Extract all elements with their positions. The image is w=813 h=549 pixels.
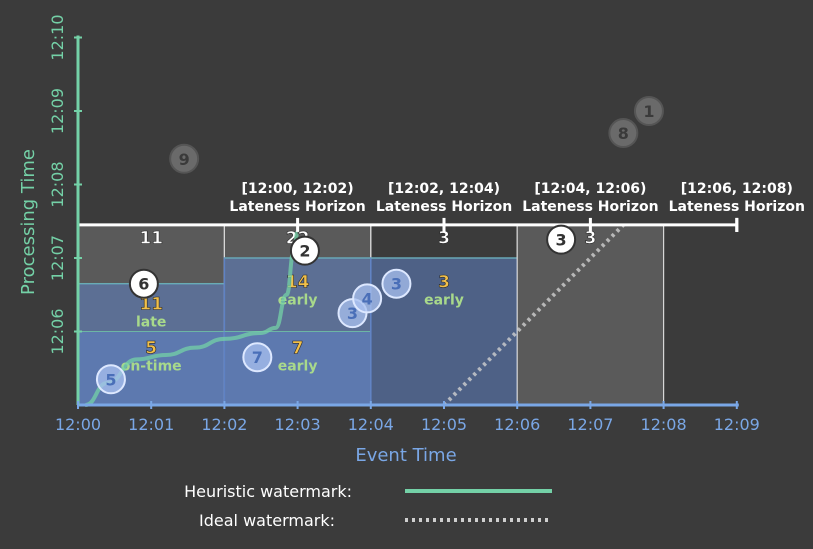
x-tick-label: 12:03	[275, 415, 321, 434]
data-point: 2	[289, 235, 320, 266]
data-point-value: 1	[643, 102, 654, 121]
data-point: 3	[546, 224, 577, 255]
pane-tag: on-time	[121, 359, 182, 375]
pane-value: 3	[438, 228, 450, 248]
pane-value: 11	[139, 228, 163, 248]
pane-value: 3	[584, 228, 596, 248]
lateness-horizon-label: Lateness Horizon	[376, 199, 512, 215]
lateness-horizon-label: Lateness Horizon	[229, 199, 365, 215]
data-point-circle	[128, 268, 159, 299]
legend-ideal-label: Ideal watermark:	[199, 511, 335, 530]
x-tick-label: 12:02	[201, 415, 247, 434]
y-tick-label: 12:07	[48, 235, 67, 281]
data-point-value: 6	[138, 275, 149, 294]
ideal-watermark-line	[442, 223, 625, 407]
x-tick-label: 12:07	[567, 415, 613, 434]
x-axis-title: Event Time	[355, 445, 456, 466]
pane-tag: late	[136, 314, 166, 330]
data-point: 7	[242, 342, 273, 373]
y-axis-title: Processing Time	[18, 149, 39, 295]
data-point: 5	[95, 364, 126, 395]
window-pane-3	[516, 224, 665, 406]
data-point-value: 3	[391, 275, 402, 294]
window-range-label: [12:04, 12:06)	[534, 181, 646, 197]
data-point-circle	[289, 235, 320, 266]
data-point: 3	[381, 268, 412, 299]
y-tick-label: 12:09	[48, 88, 67, 134]
window-range-label: [12:02, 12:04)	[388, 181, 500, 197]
x-tick-label: 12:05	[421, 415, 467, 434]
y-tick-label: 12:06	[48, 308, 67, 354]
window-range-label: [12:06, 12:08)	[681, 181, 793, 197]
data-point-circle	[95, 364, 126, 395]
lateness-horizon-label: Lateness Horizon	[522, 199, 658, 215]
x-tick-label: 12:01	[128, 415, 174, 434]
x-tick-label: 12:08	[641, 415, 687, 434]
data-point-value: 3	[556, 231, 567, 250]
data-point: 1	[633, 96, 664, 126]
data-point: 6	[128, 268, 159, 299]
data-point-circle	[352, 283, 383, 314]
data-point-value: 4	[362, 289, 373, 308]
data-point: 4	[352, 283, 383, 314]
pane-value: 3	[438, 272, 450, 292]
data-point-value: 2	[299, 242, 310, 261]
data-point-circle	[546, 224, 577, 255]
y-tick-label: 12:10	[48, 14, 67, 60]
y-tick-label: 12:08	[48, 161, 67, 207]
axes-layer: 12:00 12:01 12:02 12:03 12:04 12:05 12:06 12:07…	[18, 14, 760, 466]
data-point-value: 7	[252, 348, 263, 367]
x-tick-label: 12:06	[494, 415, 540, 434]
lateness-horizon-label: Lateness Horizon	[669, 199, 805, 215]
data-point-circle	[381, 268, 412, 299]
data-point: 9	[169, 143, 200, 174]
x-tick-label: 12:00	[55, 415, 101, 434]
pane-value: 7	[292, 339, 304, 359]
watermark-layer	[84, 223, 625, 407]
legend: Heuristic watermark: Ideal watermark:	[184, 482, 552, 530]
data-point-circle	[633, 96, 664, 126]
pane-value: 11	[139, 294, 163, 314]
data-point-value: 5	[105, 370, 116, 389]
x-tick-label: 12:04	[348, 415, 394, 434]
x-tick-label: 12:09	[714, 415, 760, 434]
pane-tag: early	[424, 292, 464, 308]
data-point-value: 9	[179, 150, 190, 169]
data-point-circle	[169, 143, 200, 174]
heuristic-watermark-line	[84, 230, 300, 407]
lateness-horizon-layer: [12:00, 12:02) Lateness Horizon [12:02, 12…	[78, 181, 805, 232]
data-point: 8	[608, 118, 639, 149]
data-point-value: 3	[347, 304, 358, 323]
pane-tag: early	[278, 359, 318, 375]
legend-heuristic-label: Heuristic watermark:	[184, 482, 352, 501]
data-point-circle	[608, 118, 639, 149]
window-range-label: [12:00, 12:02)	[242, 181, 354, 197]
windows-layer: 5on-time11late117early14early223early33	[77, 224, 665, 406]
data-point-value: 8	[618, 124, 629, 143]
data-point-circle	[242, 342, 273, 373]
pane-value: 5	[145, 339, 157, 359]
